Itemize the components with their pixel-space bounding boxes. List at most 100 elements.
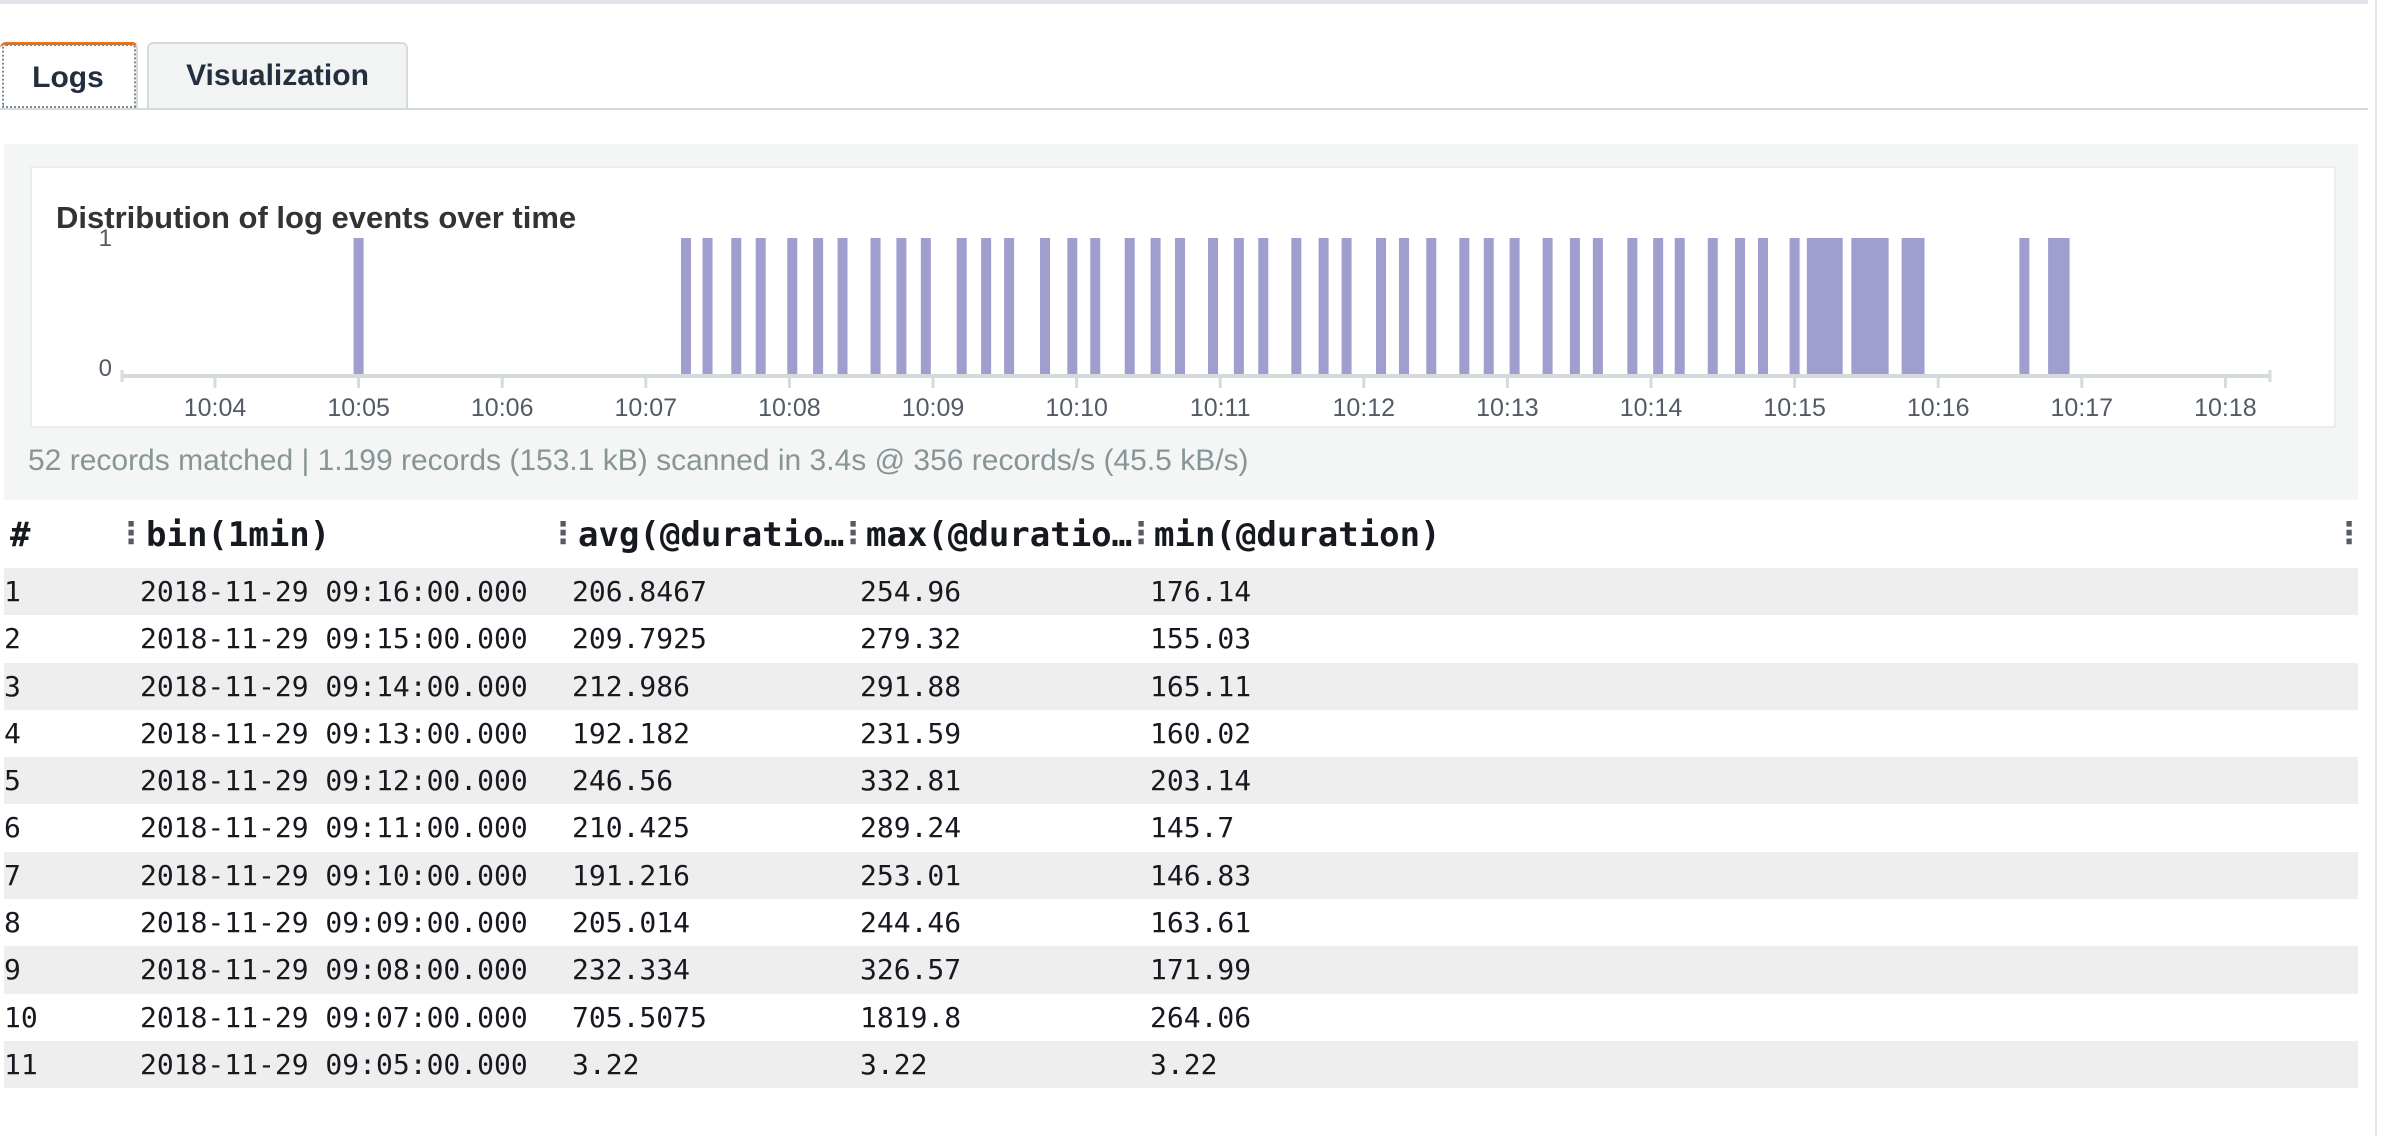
histogram-bar[interactable] — [1426, 238, 1437, 374]
histogram-bar[interactable] — [1789, 238, 1800, 374]
histogram-bar[interactable] — [755, 238, 766, 374]
histogram-bar[interactable] — [1542, 238, 1553, 374]
table-row[interactable]: 5 2018-11-29 09:12:00.000 246.56 332.81 203.… — [4, 757, 2358, 805]
histogram-bar[interactable] — [1878, 238, 1889, 374]
histogram-bar[interactable] — [1851, 238, 1862, 374]
table-row[interactable]: 9 2018-11-29 09:08:00.000 232.334 326.57 171… — [4, 946, 2358, 994]
histogram-bar[interactable] — [813, 238, 824, 374]
histogram-bar[interactable] — [1592, 238, 1603, 374]
histogram-bar[interactable] — [920, 238, 931, 374]
x-tick-label: 10:08 — [758, 394, 821, 422]
cell-avg: 246.56 — [572, 764, 674, 798]
histogram-bar[interactable] — [1674, 238, 1685, 374]
histogram-bar[interactable] — [1399, 238, 1410, 374]
column-header-max[interactable]: max(@duratio… — [866, 515, 1133, 555]
histogram-bar[interactable] — [2059, 238, 2070, 374]
histogram-bar[interactable] — [1814, 238, 1825, 374]
histogram-bar[interactable] — [353, 238, 364, 374]
histogram-svg[interactable]: 1 0 10:04 10:05 10:06 10:07 10:08 10:09 10:10 10:… — [32, 168, 2334, 426]
histogram-bar[interactable] — [731, 238, 742, 374]
x-tick-label: 10:04 — [184, 394, 247, 422]
table-row[interactable]: 7 2018-11-29 09:10:00.000 191.216 253.01 146… — [4, 851, 2358, 900]
histogram-bar[interactable] — [956, 238, 967, 374]
histogram-bar[interactable] — [1067, 238, 1078, 374]
histogram-bar[interactable] — [1509, 238, 1520, 374]
cell-min: 264.06 — [1150, 1000, 1252, 1034]
histogram-bar[interactable] — [1858, 238, 1869, 374]
histogram-bar[interactable] — [1124, 238, 1135, 374]
histogram-bar[interactable] — [1821, 238, 1832, 374]
histogram-bar[interactable] — [1569, 238, 1580, 374]
histogram-bar[interactable] — [1090, 238, 1101, 374]
cell-index: 2 — [4, 622, 21, 656]
table-row[interactable]: 10 2018-11-29 09:07:00.000 705.5075 1819.8 2… — [4, 994, 2358, 1041]
histogram-bar[interactable] — [1735, 238, 1746, 374]
histogram-bar[interactable] — [837, 238, 848, 374]
cell-max: 291.88 — [860, 669, 962, 703]
tab-visualization[interactable]: Visualization — [147, 42, 408, 108]
tab-logs[interactable]: Logs — [0, 42, 138, 110]
column-resize-handle[interactable]: ⋮ — [838, 517, 868, 550]
column-resize-handle[interactable]: ⋮ — [1126, 517, 1156, 550]
column-resize-handle[interactable]: ⋮ — [116, 517, 146, 550]
histogram-bar[interactable] — [1806, 238, 1817, 374]
histogram-bar[interactable] — [2019, 238, 2030, 374]
histogram-bar[interactable] — [1376, 238, 1387, 374]
cell-min: 163.61 — [1150, 906, 1252, 940]
histogram-bar[interactable] — [1707, 238, 1718, 374]
column-header-index[interactable]: # — [10, 515, 31, 555]
histogram-bar[interactable] — [1174, 238, 1185, 374]
histogram-bar[interactable] — [1832, 238, 1843, 374]
histogram-bar[interactable] — [1459, 238, 1470, 374]
cell-bin: 2018-11-29 09:12:00.000 — [140, 764, 528, 798]
histogram-bar[interactable] — [1004, 238, 1015, 374]
cell-min: 176.14 — [1150, 575, 1252, 608]
column-header-avg[interactable]: avg(@duratio… — [578, 515, 845, 555]
histogram-bar[interactable] — [1258, 238, 1269, 374]
cell-max: 254.96 — [860, 575, 962, 608]
histogram-bar[interactable] — [1208, 238, 1219, 374]
results-table-body: 1 2018-11-29 09:16:00.000 206.8467 254.96 17… — [4, 568, 2358, 1089]
cell-bin: 2018-11-29 09:13:00.000 — [140, 716, 528, 750]
histogram-bar[interactable] — [1291, 238, 1302, 374]
histogram-bar[interactable] — [1901, 238, 1912, 374]
histogram-bar[interactable] — [1483, 238, 1494, 374]
cell-bin: 2018-11-29 09:05:00.000 — [140, 1047, 528, 1081]
histogram-bar[interactable] — [1914, 238, 1925, 374]
x-tick-label: 10:14 — [1620, 394, 1683, 422]
histogram-bar[interactable] — [702, 238, 713, 374]
histogram-bar[interactable] — [1233, 238, 1244, 374]
y-tick-label: 1 — [99, 225, 112, 252]
column-menu-handle[interactable]: ⋮ — [2334, 517, 2364, 550]
histogram-bar[interactable] — [2048, 238, 2059, 374]
table-row[interactable]: 3 2018-11-29 09:14:00.000 212.986 291.88 165… — [4, 662, 2358, 710]
table-row[interactable]: 6 2018-11-29 09:11:00.000 210.425 289.24 145… — [4, 804, 2358, 851]
histogram-bar[interactable] — [681, 238, 692, 374]
column-header-min[interactable]: min(@duration) — [1154, 515, 1441, 555]
histogram-bar[interactable] — [1627, 238, 1638, 374]
histogram-bar[interactable] — [981, 238, 992, 374]
histogram-bar[interactable] — [787, 238, 798, 374]
histogram-bar[interactable] — [1865, 238, 1876, 374]
table-row[interactable]: 1 2018-11-29 09:16:00.000 206.8467 254.96 17… — [4, 568, 2358, 616]
table-row[interactable]: 4 2018-11-29 09:13:00.000 192.182 231.59 160… — [4, 710, 2358, 757]
histogram-bar[interactable] — [896, 238, 907, 374]
cell-min: 3.22 — [1150, 1047, 1218, 1081]
table-row[interactable]: 2 2018-11-29 09:15:00.000 209.7925 279.32 15… — [4, 615, 2358, 662]
histogram-bar[interactable] — [1341, 238, 1352, 374]
histogram-bar[interactable] — [1150, 238, 1161, 374]
histogram-bar[interactable] — [1040, 238, 1051, 374]
histogram-bar[interactable] — [1872, 238, 1883, 374]
histogram-bar[interactable] — [870, 238, 881, 374]
column-resize-handle[interactable]: ⋮ — [548, 517, 578, 550]
table-row[interactable]: 8 2018-11-29 09:09:00.000 205.014 244.46 163… — [4, 899, 2358, 946]
histogram-bar[interactable] — [1907, 238, 1918, 374]
top-divider — [0, 0, 2368, 4]
column-header-bin[interactable]: bin(1min) — [146, 515, 331, 555]
histogram-bar[interactable] — [1653, 238, 1664, 374]
x-tick-label: 10:06 — [471, 394, 534, 422]
histogram-bar[interactable] — [1318, 238, 1329, 374]
cell-avg: 232.334 — [572, 953, 691, 987]
histogram-bar[interactable] — [1758, 238, 1769, 374]
table-row[interactable]: 11 2018-11-29 09:05:00.000 3.22 3.22 3.22 — [4, 1040, 2358, 1089]
